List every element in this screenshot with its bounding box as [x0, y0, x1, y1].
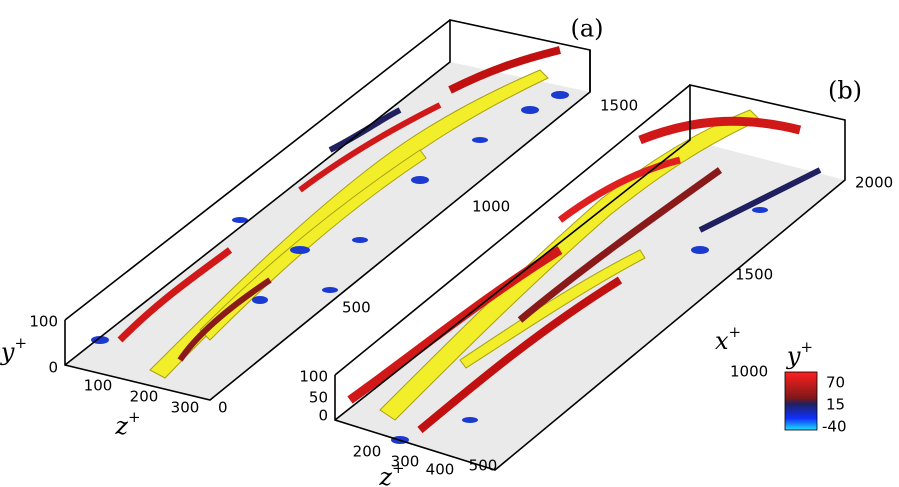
text-part: +	[128, 408, 141, 426]
tick-label: 100	[29, 313, 58, 331]
tick-label: 0	[318, 407, 328, 425]
tick-label: 1000	[472, 198, 510, 216]
colorbar-label: -40	[822, 418, 847, 436]
text-part: z	[378, 463, 392, 487]
colorbar-scale	[784, 371, 818, 431]
colorbar-title: y+	[786, 338, 813, 370]
tick-label: 50	[309, 389, 328, 407]
colorbar: y+ 70 15 -40	[784, 338, 847, 436]
tick-label: 100	[84, 377, 113, 395]
tick-label: 200	[130, 388, 159, 406]
text-part: +	[14, 334, 27, 352]
panel-b	[334, 83, 846, 471]
box-edges	[334, 83, 846, 471]
text-part: +	[728, 323, 741, 341]
tick-label: 1500	[600, 97, 638, 115]
tick-label: 0	[48, 359, 58, 377]
text-part: +	[392, 459, 405, 477]
text-part: y	[0, 338, 15, 366]
axis-title: z+	[114, 408, 140, 440]
panel-label: (a)	[570, 15, 603, 43]
tick-label: 1500	[735, 266, 773, 284]
colorbar-label: 15	[826, 396, 845, 414]
text-part: z	[114, 412, 128, 440]
tick-label: 400	[426, 461, 455, 479]
tick-label: 100	[299, 368, 328, 386]
tick-label: 300	[391, 453, 420, 471]
tick-label: 1000	[730, 363, 768, 381]
text-part: y	[786, 342, 801, 370]
tick-label: 200	[353, 443, 382, 461]
axis-title: z+	[378, 459, 404, 487]
tick-label: 2000	[855, 174, 893, 192]
text-part: x	[715, 327, 729, 355]
tick-label: 500	[342, 299, 371, 317]
axis-title: y+	[0, 334, 27, 366]
tick-label: 0	[218, 399, 228, 417]
box-edge	[334, 84, 691, 376]
axis-title: x+	[715, 323, 741, 355]
panel-label: (b)	[828, 77, 862, 105]
panel-a	[64, 19, 591, 401]
text-part: +	[800, 338, 813, 356]
tick-label: 500	[469, 457, 498, 475]
box-edge	[64, 19, 451, 321]
colorbar-label: 70	[826, 374, 845, 392]
tick-label: 300	[171, 399, 200, 417]
structures	[91, 46, 569, 379]
